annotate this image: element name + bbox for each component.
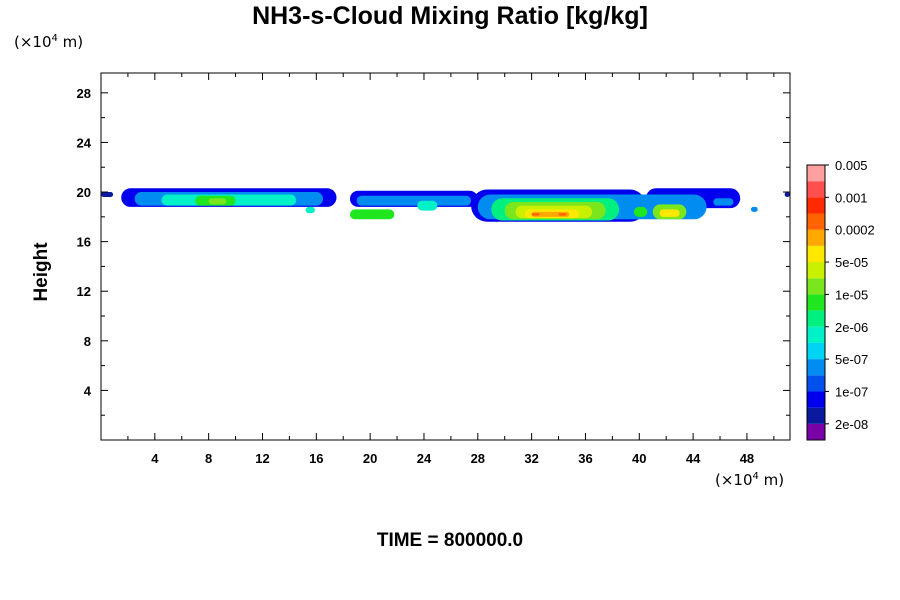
x-tick-label-20: 20 [363, 451, 377, 466]
y-tick-label-24: 24 [77, 135, 92, 150]
cloud-region-7 [305, 206, 315, 214]
x-tick-label-28: 28 [471, 451, 485, 466]
colorbar-label-6: 0.0002 [835, 223, 875, 238]
colorbar-swatch-11 [807, 245, 825, 263]
colorbar-swatch-1 [807, 407, 825, 424]
x-tick-label-44: 44 [686, 451, 701, 466]
cloud-region-10 [417, 200, 438, 211]
colorbar-label-4: 1e-05 [835, 287, 868, 302]
colorbar-swatch-4 [807, 359, 825, 376]
colorbar-swatch-7 [807, 310, 825, 327]
colorbar-label-2: 5e-07 [835, 352, 868, 367]
cloud-region-21 [558, 213, 567, 216]
colorbar-frame [806, 164, 826, 441]
y-tick-label-16: 16 [77, 235, 91, 250]
colorbar: 2e-08 1e-07 5e-07 2e-06 1e-05 5e-05 0.0002 0.00… [806, 158, 875, 441]
cloud-region-6 [262, 196, 290, 205]
colorbar-swatch-3 [807, 375, 825, 392]
cloud-region-27 [784, 192, 790, 197]
x-tick-label-12: 12 [255, 451, 269, 466]
cloud-region-5 [208, 198, 227, 205]
cloud-layer [101, 188, 790, 222]
colorbar-label-7: 0.001 [835, 190, 868, 205]
y-tick-label-12: 12 [77, 284, 91, 299]
colorbar-label-0: 2e-08 [835, 417, 868, 432]
x-tick-label-36: 36 [578, 451, 592, 466]
chart-title: NH3-s-Cloud Mixing Ratio [kg/kg] [252, 2, 648, 30]
y-axis-ticks: 4 8 12 16 20 24 28 [77, 86, 790, 416]
x-tick-label-8: 8 [205, 451, 212, 466]
colorbar-swatch-16 [807, 165, 825, 182]
plot-frame [100, 72, 791, 441]
colorbar-label-3: 2e-06 [835, 320, 868, 335]
cloud-region-22 [633, 206, 648, 217]
colorbar-swatch-9 [807, 278, 825, 295]
colorbar-swatch-6 [807, 326, 825, 343]
colorbar-swatch-15 [807, 181, 825, 198]
x-tick-label-16: 16 [309, 451, 323, 466]
colorbar-swatch-0 [807, 423, 825, 440]
colorbar-swatch-10 [807, 262, 825, 279]
y-axis-unit: (×104 m) [14, 33, 84, 51]
colorbar-swatch-5 [807, 342, 825, 360]
colorbar-swatch-8 [807, 294, 825, 311]
cloud-region-20 [531, 213, 540, 216]
colorbar-label-8: 0.005 [835, 158, 868, 173]
y-tick-label-28: 28 [77, 86, 91, 101]
x-tick-label-32: 32 [524, 451, 538, 466]
y-tick-label-4: 4 [84, 383, 92, 398]
x-tick-label-48: 48 [740, 451, 754, 466]
colorbar-label-1: 1e-07 [835, 384, 868, 399]
x-axis-ticks: 4 8 12 16 20 24 28 32 36 40 44 48 [127, 73, 775, 466]
time-label: TIME = 800000.0 [376, 530, 524, 551]
y-tick-label-8: 8 [84, 334, 91, 349]
cloud-region-11 [349, 209, 395, 220]
x-tick-label-4: 4 [151, 451, 159, 466]
cloud-region-0 [101, 192, 114, 197]
colorbar-swatch-14 [807, 197, 825, 214]
cloud-region-25 [713, 198, 734, 206]
cloud-region-24 [659, 209, 680, 217]
x-tick-label-40: 40 [632, 451, 646, 466]
cloud-region-9 [356, 195, 472, 206]
x-axis-unit: (×104 m) [715, 471, 785, 489]
x-tick-label-24: 24 [417, 451, 432, 466]
colorbar-label-5: 5e-05 [835, 255, 868, 270]
cloud-region-26 [750, 206, 758, 212]
colorbar-swatch-13 [807, 213, 825, 230]
colorbar-swatch-2 [807, 391, 825, 408]
y-tick-label-20: 20 [77, 185, 91, 200]
colorbar-swatch-12 [807, 229, 825, 246]
